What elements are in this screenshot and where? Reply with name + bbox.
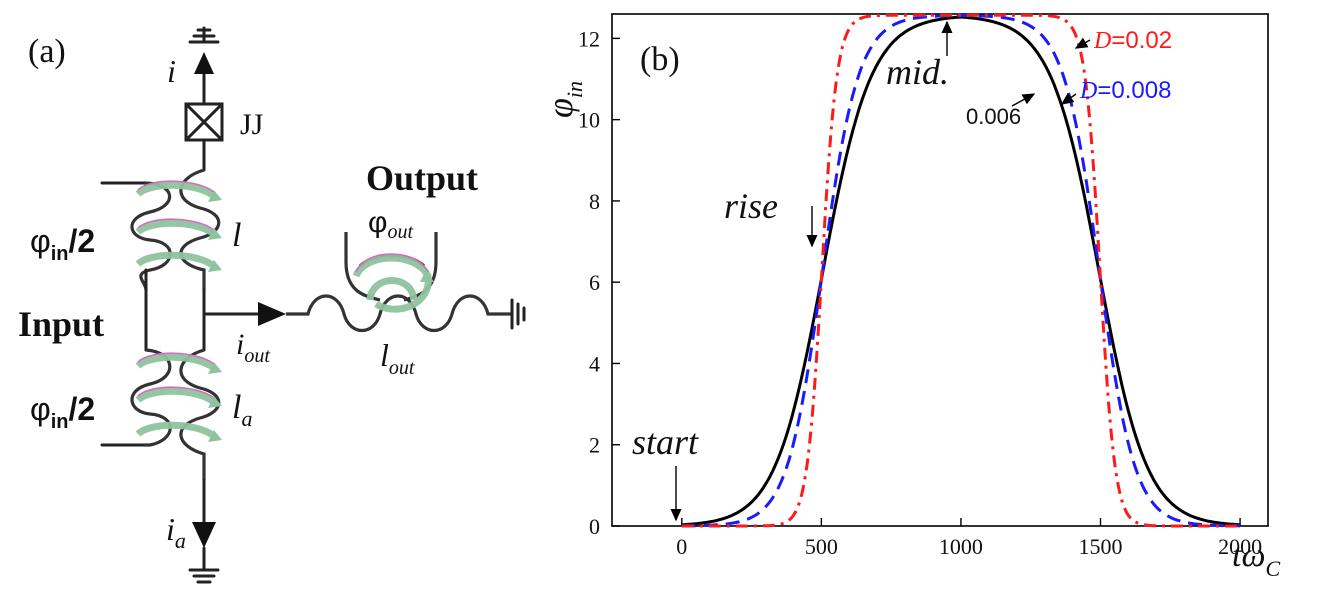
half-upper: /2 [69, 223, 96, 259]
panel-a-label: (a) [28, 33, 66, 70]
upper-transformer [100, 168, 222, 291]
l-out-base: l [380, 337, 389, 373]
xlabel-base: tω [1232, 537, 1265, 574]
phi-symbol-upper: φ [30, 223, 51, 259]
l-a-base: l [232, 389, 241, 426]
legend-d002-prefix: D [1093, 28, 1111, 54]
ground-symbol-bottom [188, 568, 220, 584]
x-axis-label: tωC [1232, 537, 1280, 581]
phi-out-label: φout [368, 206, 413, 243]
y-tick-label: 0 [589, 514, 600, 539]
legend-d0008-prefix: D [1079, 78, 1097, 104]
output-current-arrow [258, 302, 286, 326]
inductor-l-label: l [232, 217, 241, 254]
x-tick-label: 1500 [1079, 534, 1123, 559]
i-out-label: iout [236, 328, 270, 367]
annotation-start: start [632, 422, 699, 462]
y-tick-label: 12 [578, 26, 600, 51]
legend-d0008-arrow [1060, 92, 1077, 105]
i-a-label: ia [166, 511, 186, 553]
phi-sub-lower: in [51, 411, 69, 433]
input-label: Input [18, 304, 104, 344]
x-tick-label: 500 [805, 534, 838, 559]
phi-in-half-upper: φin/2 [30, 223, 95, 265]
ground-symbol-top [188, 26, 220, 44]
y-tick-label: 10 [578, 108, 600, 133]
y-tick-label: 2 [589, 433, 600, 458]
y-tick-label: 8 [589, 189, 600, 214]
jj-label: JJ [240, 108, 264, 141]
axis-ticks: 0 500 1000 1500 2000 0 2 4 6 8 10 12 [578, 26, 1262, 559]
output-inductor [286, 232, 526, 332]
ylabel-base: φ [540, 98, 580, 118]
legend-d002-value: =0.02 [1111, 27, 1172, 54]
xlabel-sub: C [1265, 556, 1280, 581]
i-a-sub: a [175, 528, 186, 553]
y-tick-label: 6 [589, 270, 600, 295]
label-0006-arrow [1011, 93, 1036, 107]
curves [680, 13, 1242, 528]
phi-in-half-lower: φin/2 [30, 391, 95, 433]
i-a-base: i [166, 511, 175, 547]
annotation-mid: mid. [886, 52, 949, 92]
phi-in-chart: 0 500 1000 1500 2000 0 2 4 6 8 10 12 (b) φin tωC st… [540, 13, 1280, 581]
phi-out-sub: out [387, 221, 413, 243]
phi-symbol-lower: φ [30, 391, 51, 427]
legend-d0008-value: =0.008 [1097, 77, 1171, 104]
current-label-i: i [167, 53, 176, 89]
l-out-label: lout [380, 337, 415, 379]
i-out-base: i [236, 328, 244, 361]
x-tick-label: 2000 [1218, 534, 1262, 559]
lower-transformer [100, 348, 222, 480]
l-a-label: la [232, 389, 252, 431]
annotation-rise: rise [724, 186, 778, 226]
circuit-panel: (a) i JJ [18, 26, 526, 584]
panel-b-label: (b) [640, 41, 680, 78]
series-line-D=0.02 [681, 13, 1241, 528]
y-axis-label: φin [540, 81, 587, 118]
l-out-sub: out [389, 357, 415, 379]
ylabel-sub: in [562, 81, 587, 98]
josephson-junction [184, 102, 224, 142]
label-0006: 0.006 [966, 104, 1021, 129]
current-arrow-up [194, 52, 214, 74]
y-tick-label: 4 [589, 351, 600, 376]
half-lower: /2 [69, 391, 96, 427]
x-tick-label: 0 [676, 534, 687, 559]
legend-d0008: D=0.008 [1079, 77, 1171, 104]
legend-d002: D=0.02 [1093, 27, 1172, 54]
i-out-sub: out [244, 345, 270, 367]
l-a-sub: a [241, 406, 252, 431]
current-arrow-down [192, 522, 216, 548]
phi-sub-upper: in [51, 243, 69, 265]
series-line-D=0.008 [681, 14, 1241, 528]
output-label: Output [366, 158, 478, 198]
legend-d002-arrow [1074, 37, 1091, 49]
phi-out-base: φ [368, 206, 387, 239]
svg-text:φin: φin [540, 81, 587, 118]
x-tick-label: 1000 [939, 534, 983, 559]
